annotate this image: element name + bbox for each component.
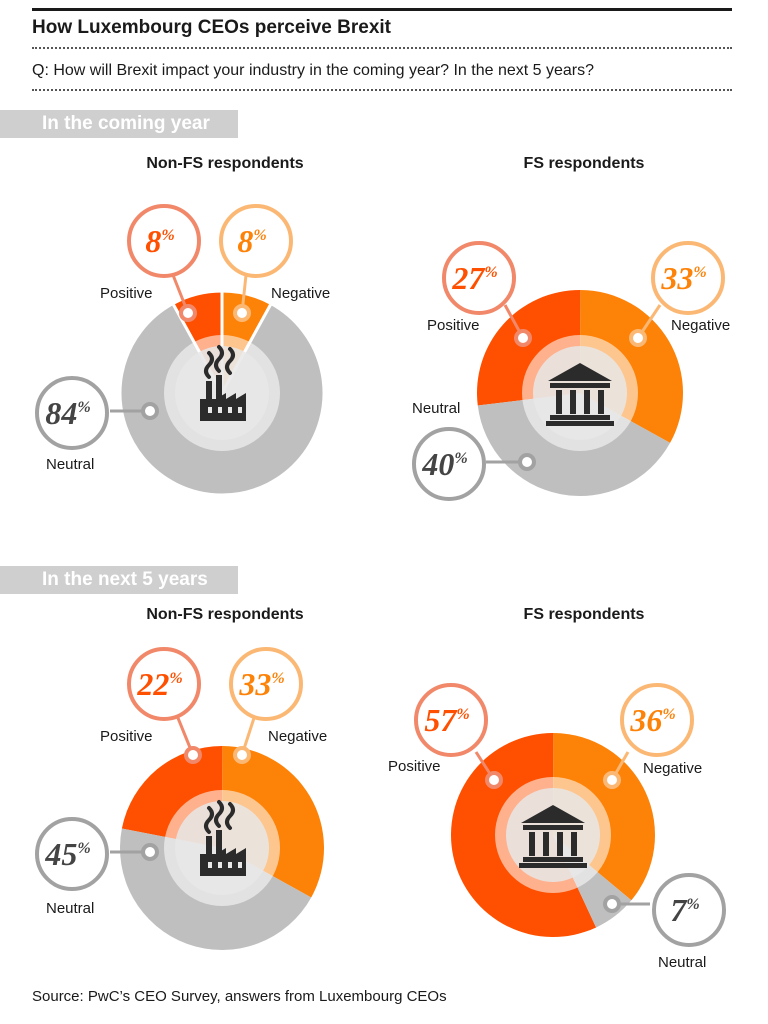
- slice-label-negative: Negative: [268, 728, 328, 745]
- value-bubble-neutral: [35, 376, 109, 450]
- question-text: Q: How will Brexit impact your industry …: [32, 62, 595, 79]
- slice-label-neutral: Neutral: [46, 900, 95, 917]
- slice-label-positive: Positive: [427, 317, 480, 334]
- value-bubble-neutral: [35, 817, 109, 891]
- value-bubble-negative: [229, 647, 303, 721]
- value-bubble-negative: [219, 204, 293, 278]
- value-bubble-negative: [651, 241, 725, 315]
- leader-dot: [603, 771, 621, 789]
- data-label-neutral: 40%: [421, 446, 467, 482]
- value-bubble-neutral: [652, 873, 726, 947]
- leader-dot: [629, 329, 647, 347]
- source-note: Source: PwC’s CEO Survey, answers from L…: [32, 988, 447, 1005]
- leader-dot: [184, 746, 202, 764]
- chart-title: Non-FS respondents: [146, 155, 304, 172]
- section-band-coming-year: In the coming year: [0, 110, 238, 138]
- leader-dot: [233, 746, 251, 764]
- data-label-negative: 36%: [629, 702, 675, 738]
- chart-title: FS respondents: [523, 606, 645, 623]
- slice-label-neutral: Neutral: [412, 400, 461, 417]
- leader-dot: [233, 304, 251, 322]
- donut-chart: 8% 8%84%: [35, 204, 326, 497]
- value-bubble-neutral: [412, 427, 486, 501]
- leader-dot: [179, 304, 197, 322]
- section-band-next-5-years: In the next 5 years: [0, 566, 238, 594]
- slice-label-neutral: Neutral: [658, 954, 707, 971]
- slice-label-negative: Negative: [671, 317, 731, 334]
- factory-icon: [200, 800, 246, 876]
- leader-dot: [514, 329, 532, 347]
- donut-chart: 27% 33%40%: [412, 241, 725, 501]
- data-label-neutral: 45%: [44, 836, 90, 872]
- leader-dot: [603, 895, 621, 913]
- slice-label-negative: Negative: [271, 285, 331, 302]
- infographic-title: How Luxembourg CEOs perceive Brexit: [32, 17, 391, 38]
- value-bubble-positive: [127, 647, 201, 721]
- slice-label-positive: Positive: [100, 728, 153, 745]
- slice-label-positive: Positive: [100, 285, 153, 302]
- value-bubble-positive: [414, 683, 488, 757]
- leader-dot: [518, 453, 536, 471]
- top-rule: [32, 8, 732, 11]
- donut-chart: 57% 36%7%: [414, 683, 726, 947]
- value-bubble-positive: [442, 241, 516, 315]
- bank-icon: [519, 805, 587, 868]
- slice-label-positive: Positive: [388, 758, 441, 775]
- factory-icon: [200, 345, 246, 421]
- divider: [32, 47, 732, 49]
- leader-dot: [141, 843, 159, 861]
- chart-title: Non-FS respondents: [146, 606, 304, 623]
- bank-icon: [546, 363, 614, 426]
- donut-chart: 22% 33%45%: [35, 647, 325, 950]
- chart-title: FS respondents: [523, 155, 645, 172]
- value-bubble-negative: [620, 683, 694, 757]
- leader-dot: [485, 771, 503, 789]
- value-bubble-positive: [127, 204, 201, 278]
- divider: [32, 89, 732, 91]
- leader-dot: [141, 402, 159, 420]
- slice-label-neutral: Neutral: [46, 456, 95, 473]
- slice-label-negative: Negative: [643, 760, 703, 777]
